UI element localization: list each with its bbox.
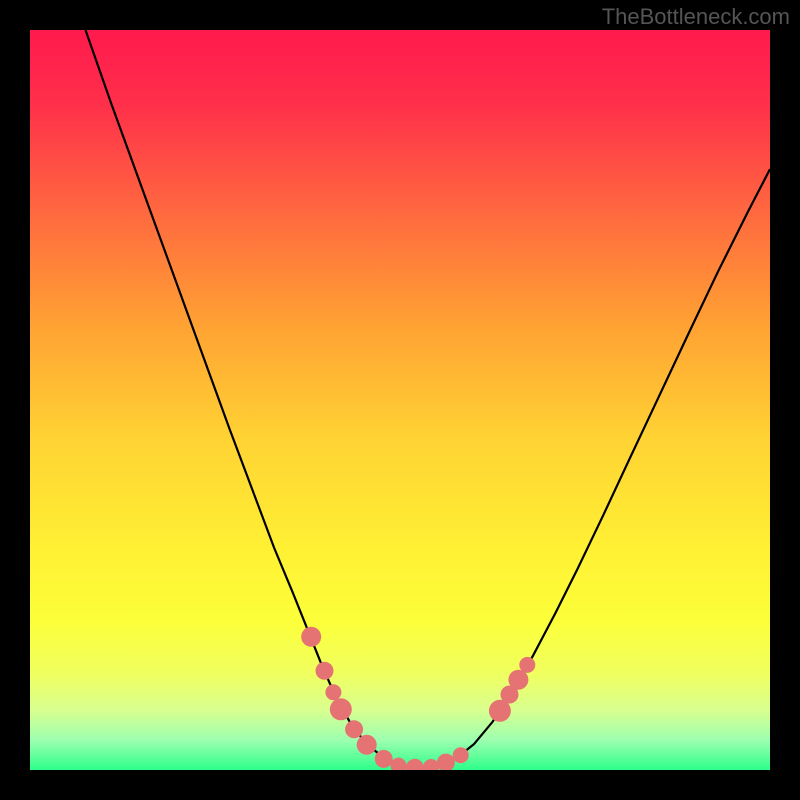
data-marker	[423, 759, 439, 770]
bottleneck-curve	[86, 30, 771, 767]
markers-group	[301, 627, 535, 770]
chart-area	[30, 30, 770, 770]
data-marker	[519, 657, 535, 673]
data-marker	[325, 684, 341, 700]
data-marker	[391, 758, 407, 770]
data-marker	[330, 698, 352, 720]
data-marker	[453, 747, 469, 763]
data-marker	[345, 720, 363, 738]
data-marker	[375, 750, 393, 768]
data-marker	[508, 670, 528, 690]
watermark-text: TheBottleneck.com	[602, 4, 790, 30]
data-marker	[437, 754, 455, 770]
data-marker	[357, 735, 377, 755]
data-marker	[406, 759, 424, 770]
data-marker	[316, 662, 334, 680]
data-marker	[301, 627, 321, 647]
curve-layer	[30, 30, 770, 770]
